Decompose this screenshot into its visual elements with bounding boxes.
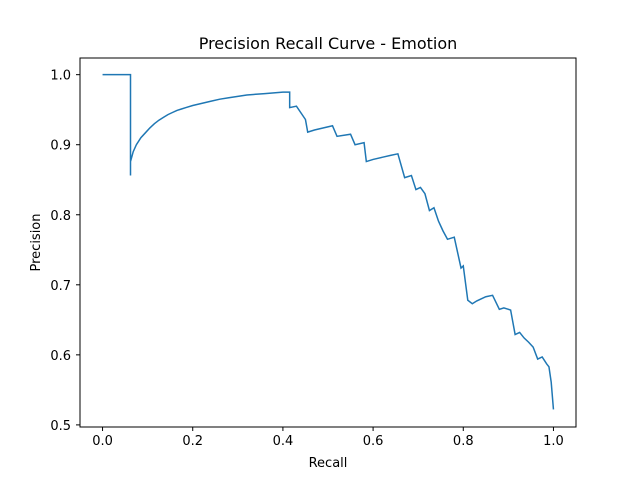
y-tick-label: 0.7	[50, 279, 71, 294]
y-tick-label: 1.0	[50, 69, 71, 84]
x-tick-label: 0.4	[273, 434, 294, 449]
x-axis-title: Recall	[309, 456, 348, 471]
x-axis: 0.0 0.2 0.4 0.6 0.8 1.0	[92, 427, 564, 449]
y-axis: 0.5 0.6 0.7 0.8 0.9 1.0	[50, 69, 80, 434]
y-axis-title: Precision	[29, 213, 44, 271]
pr-curve-line	[102, 73, 555, 410]
x-tick-label: 0.2	[182, 434, 203, 449]
x-tick-label: 1.0	[543, 434, 564, 449]
y-tick-label: 0.5	[50, 419, 71, 434]
x-tick-label: 0.6	[363, 434, 384, 449]
chart-title: Precision Recall Curve - Emotion	[199, 34, 458, 53]
y-tick-label: 0.6	[50, 349, 71, 364]
x-tick-label: 0.8	[453, 434, 474, 449]
x-tick-label: 0.0	[92, 434, 113, 449]
plot-frame	[79, 57, 577, 428]
y-tick-label: 0.8	[50, 209, 71, 224]
y-tick-label: 0.9	[50, 139, 71, 154]
